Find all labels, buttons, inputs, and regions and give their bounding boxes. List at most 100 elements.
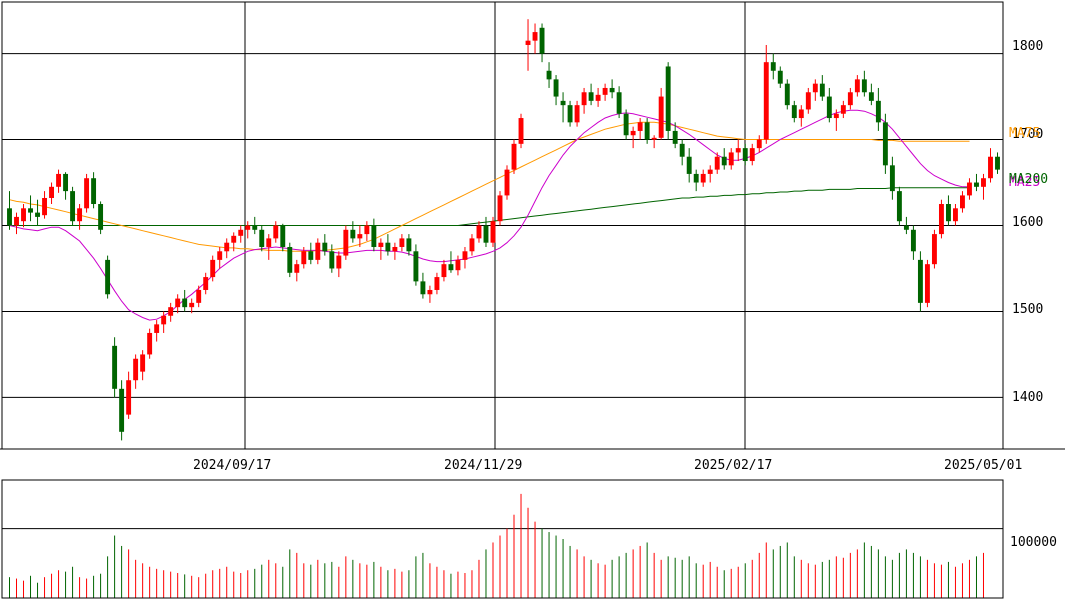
candle-99	[700, 169, 706, 187]
candle-6	[49, 182, 54, 205]
candle-body-110	[777, 70, 783, 84]
candle-120	[847, 87, 853, 110]
candle-body-9	[70, 191, 76, 222]
candle-body-13	[98, 204, 104, 230]
candle-body-135	[953, 208, 958, 222]
candle-124	[875, 87, 881, 131]
candle-body-55	[392, 246, 398, 252]
candle-40	[287, 242, 293, 278]
candle-30	[217, 246, 223, 269]
candle-23	[168, 302, 174, 322]
candle-body-53	[378, 242, 384, 247]
candle-body-72	[511, 143, 517, 170]
candle-body-108	[763, 62, 769, 140]
candle-72	[511, 139, 517, 174]
candle-body-8	[63, 173, 69, 192]
candle-body-65	[462, 251, 468, 260]
candle-body-36	[259, 229, 265, 247]
candle-body-50	[357, 234, 363, 239]
candle-101	[714, 152, 720, 174]
candle-67	[476, 221, 482, 243]
candle-2	[21, 204, 26, 228]
candle-body-37	[266, 238, 272, 247]
candle-body-100	[707, 169, 713, 174]
candle-body-49	[350, 229, 356, 239]
candle-body-104	[735, 148, 741, 153]
x-tick-label-2025-05-01: 2025/05/01	[944, 458, 1022, 473]
candle-body-86	[609, 87, 615, 93]
candle-118	[833, 109, 839, 131]
candle-140	[988, 148, 993, 183]
volume-bar-layer	[9, 493, 984, 598]
candle-136	[960, 191, 965, 213]
candle-18	[133, 354, 139, 389]
candle-102	[721, 148, 727, 170]
candle-body-85	[602, 87, 608, 95]
candle-body-17	[126, 380, 132, 415]
ma25-line	[9, 109, 970, 321]
candle-131	[924, 259, 930, 308]
candle-body-45	[322, 242, 328, 252]
candle-100	[707, 165, 713, 183]
candle-31	[224, 238, 230, 259]
candle-body-87	[616, 92, 622, 114]
candle-body-119	[840, 105, 846, 114]
candle-body-96	[679, 143, 685, 157]
candle-body-26	[189, 302, 195, 308]
candle-79	[560, 92, 566, 123]
candle-63	[448, 251, 454, 273]
candle-body-73	[518, 118, 524, 144]
candle-body-141	[995, 156, 1000, 170]
candle-108	[763, 44, 769, 144]
candle-96	[679, 139, 685, 166]
candle-26	[189, 298, 195, 314]
candle-body-80	[567, 105, 573, 123]
candle-body-71	[504, 169, 510, 196]
candle-body-133	[938, 204, 944, 235]
candle-86	[609, 79, 615, 99]
candle-16	[119, 380, 125, 441]
candle-9	[70, 186, 76, 226]
candle-body-69	[490, 221, 496, 243]
candle-body-78	[553, 79, 559, 97]
candle-133	[938, 199, 944, 239]
candle-52	[371, 218, 377, 252]
candle-body-22	[161, 315, 167, 325]
candle-body-125	[882, 122, 888, 166]
candle-34	[245, 221, 251, 239]
candle-body-33	[238, 229, 244, 236]
candle-8	[63, 172, 69, 200]
candle-body-128	[903, 225, 909, 230]
candle-body-10	[77, 208, 83, 222]
candle-body-114	[805, 92, 811, 110]
candle-19	[140, 350, 146, 381]
x-tick-label-2024-09-17: 2024/09/17	[193, 458, 271, 473]
candle-body-118	[833, 113, 839, 119]
candle-body-47	[336, 255, 342, 269]
candle-body-39	[280, 225, 286, 247]
candle-50	[357, 225, 363, 247]
candle-22	[161, 311, 167, 333]
y-tick-label-1500: 1500	[1012, 302, 1043, 317]
candle-body-41	[294, 264, 300, 273]
candle-90	[637, 118, 643, 140]
candlestick-layer	[7, 19, 1000, 441]
candle-body-75	[532, 32, 538, 41]
candle-body-95	[672, 130, 678, 144]
candle-69	[490, 216, 496, 247]
candle-body-44	[315, 242, 321, 260]
candle-body-105	[742, 148, 748, 162]
ma25-line-layer	[9, 109, 970, 321]
candle-10	[77, 204, 83, 230]
ma75-line	[9, 121, 970, 252]
candle-116	[819, 75, 825, 101]
y-tick-label-1700: 1700	[1012, 127, 1043, 142]
x-tick-label-2024-11-29: 2024/11/29	[444, 458, 522, 473]
candle-4	[35, 199, 40, 226]
candle-43	[308, 242, 314, 265]
candle-130	[917, 251, 923, 312]
candle-3	[28, 195, 33, 222]
candle-12	[91, 172, 97, 209]
candle-106	[749, 143, 755, 166]
candle-51	[364, 221, 370, 241]
